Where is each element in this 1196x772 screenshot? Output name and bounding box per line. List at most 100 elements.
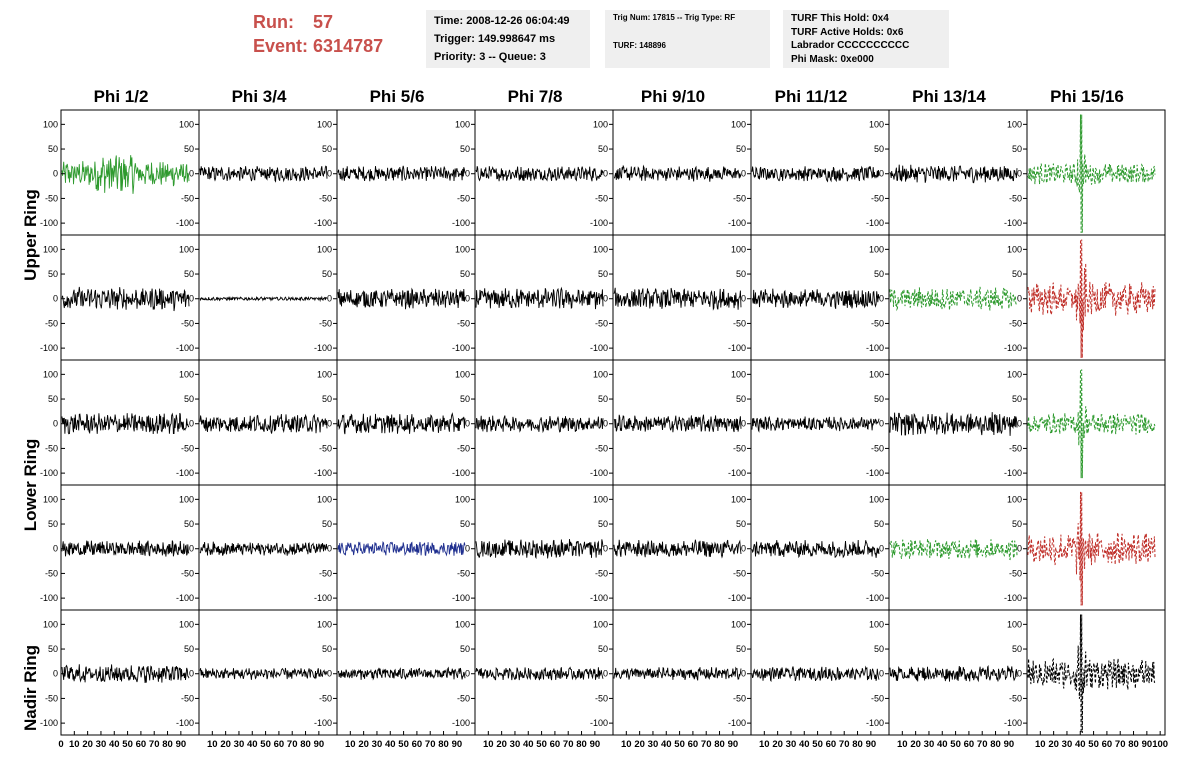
waveform-trace [613, 164, 742, 182]
y-tick-label: -100 [728, 468, 746, 478]
x-tick-label: 70 [701, 739, 712, 750]
y-tick-label: 50 [874, 519, 884, 529]
y-tick-label: 50 [460, 144, 470, 154]
turf-hold-info-box: TURF This Hold: 0x4 TURF Active Holds: 0… [783, 10, 949, 68]
y-tick-label: 50 [874, 144, 884, 154]
y-tick-label: 50 [460, 394, 470, 404]
y-tick-label: 100 [455, 494, 470, 504]
x-tick-label: 80 [162, 739, 173, 750]
event-value: 6314787 [313, 36, 384, 56]
x-tick-label: 40 [109, 739, 120, 750]
y-tick-label: -50 [457, 193, 470, 203]
y-tick-label: -100 [40, 468, 58, 478]
y-tick-label: -50 [871, 693, 884, 703]
x-tick-label: 50 [950, 739, 961, 750]
waveform-trace [889, 164, 1018, 184]
y-tick-label: 100 [731, 119, 746, 129]
y-tick-label: 0 [741, 669, 746, 679]
y-tick-label: 0 [741, 294, 746, 304]
y-tick-label: 100 [1007, 619, 1022, 629]
x-tick-label: 70 [149, 739, 160, 750]
y-tick-label: -50 [319, 193, 332, 203]
x-tick-label: 90 [1142, 739, 1153, 750]
y-tick-label: 100 [593, 119, 608, 129]
y-tick-label: 50 [460, 519, 470, 529]
waveform-trace [751, 288, 880, 309]
y-tick-label: -100 [176, 218, 194, 228]
y-tick-label: 100 [593, 244, 608, 254]
y-tick-label: -100 [590, 343, 608, 353]
waveform-trace [613, 414, 742, 433]
turf-hold-text: TURF This Hold: 0x4 [791, 13, 889, 24]
y-tick-label: 100 [317, 619, 332, 629]
x-tick-label: 20 [634, 739, 645, 750]
x-tick-label: 90 [314, 739, 325, 750]
y-tick-label: -100 [314, 718, 332, 728]
y-tick-label: 0 [879, 669, 884, 679]
x-tick-label: 50 [536, 739, 547, 750]
waveform-trace [889, 537, 1018, 561]
y-tick-label: -50 [1009, 443, 1022, 453]
y-tick-label: -50 [1009, 193, 1022, 203]
y-tick-label: 100 [455, 244, 470, 254]
y-tick-label: 50 [874, 269, 884, 279]
waveform-trace [475, 666, 604, 681]
turf-text: TURF: 148896 [613, 41, 666, 50]
y-tick-label: -50 [871, 568, 884, 578]
x-tick-label: 10 [897, 739, 908, 750]
y-tick-label: -50 [181, 193, 194, 203]
waveform-trace [751, 165, 880, 183]
y-tick-label: 50 [322, 519, 332, 529]
x-tick-label: 50 [674, 739, 685, 750]
waveform-trace [337, 165, 466, 182]
y-tick-label: 50 [736, 394, 746, 404]
column-header-phi-9-10: Phi 9/10 [640, 87, 706, 106]
y-tick-label: -50 [595, 693, 608, 703]
y-tick-label: 100 [43, 244, 58, 254]
y-tick-label: 100 [731, 494, 746, 504]
x-tick-label: 100 [1152, 739, 1168, 750]
y-tick-label: -100 [452, 718, 470, 728]
waveform-trace [337, 287, 466, 310]
column-header-phi-3-4: Phi 3/4 [231, 87, 287, 106]
y-tick-label: -50 [319, 443, 332, 453]
waveform-trace [61, 286, 190, 312]
waveform-trace [337, 666, 466, 681]
waveform-trace [199, 541, 328, 556]
x-tick-label: 60 [274, 739, 285, 750]
x-tick-label: 10 [1035, 739, 1046, 750]
y-tick-label: -50 [733, 568, 746, 578]
y-tick-label: 50 [322, 144, 332, 154]
y-tick-label: -50 [45, 693, 58, 703]
y-tick-label: 0 [1017, 669, 1022, 679]
x-tick-label: 90 [728, 739, 739, 750]
y-tick-label: 50 [460, 269, 470, 279]
y-tick-label: -100 [1004, 218, 1022, 228]
y-tick-label: -50 [319, 568, 332, 578]
column-header-phi-13-14: Phi 13/14 [912, 87, 986, 106]
y-tick-label: 0 [327, 669, 332, 679]
y-tick-label: 50 [598, 144, 608, 154]
x-tick-label: 70 [287, 739, 298, 750]
y-tick-label: 0 [53, 544, 58, 554]
priority-text: Priority: 3 -- Queue: 3 [434, 51, 546, 63]
y-tick-label: -100 [728, 593, 746, 603]
x-tick-label: 70 [563, 739, 574, 750]
trig-info-box: Trig Num: 17815 -- Trig Type: RF TURF: 1… [605, 10, 770, 68]
y-tick-label: -50 [181, 318, 194, 328]
y-tick-label: 50 [598, 394, 608, 404]
y-tick-label: 0 [879, 419, 884, 429]
y-tick-label: -50 [1009, 568, 1022, 578]
y-tick-label: 0 [53, 169, 58, 179]
y-tick-label: -100 [590, 468, 608, 478]
y-tick-label: -100 [866, 718, 884, 728]
y-tick-label: 100 [731, 244, 746, 254]
x-tick-label: 20 [220, 739, 231, 750]
y-tick-label: -100 [40, 218, 58, 228]
y-tick-label: 0 [1017, 544, 1022, 554]
y-tick-label: 0 [189, 669, 194, 679]
y-tick-label: 50 [184, 144, 194, 154]
y-tick-label: 50 [736, 144, 746, 154]
y-tick-label: 50 [322, 644, 332, 654]
column-header-phi-1-2: Phi 1/2 [93, 87, 149, 106]
